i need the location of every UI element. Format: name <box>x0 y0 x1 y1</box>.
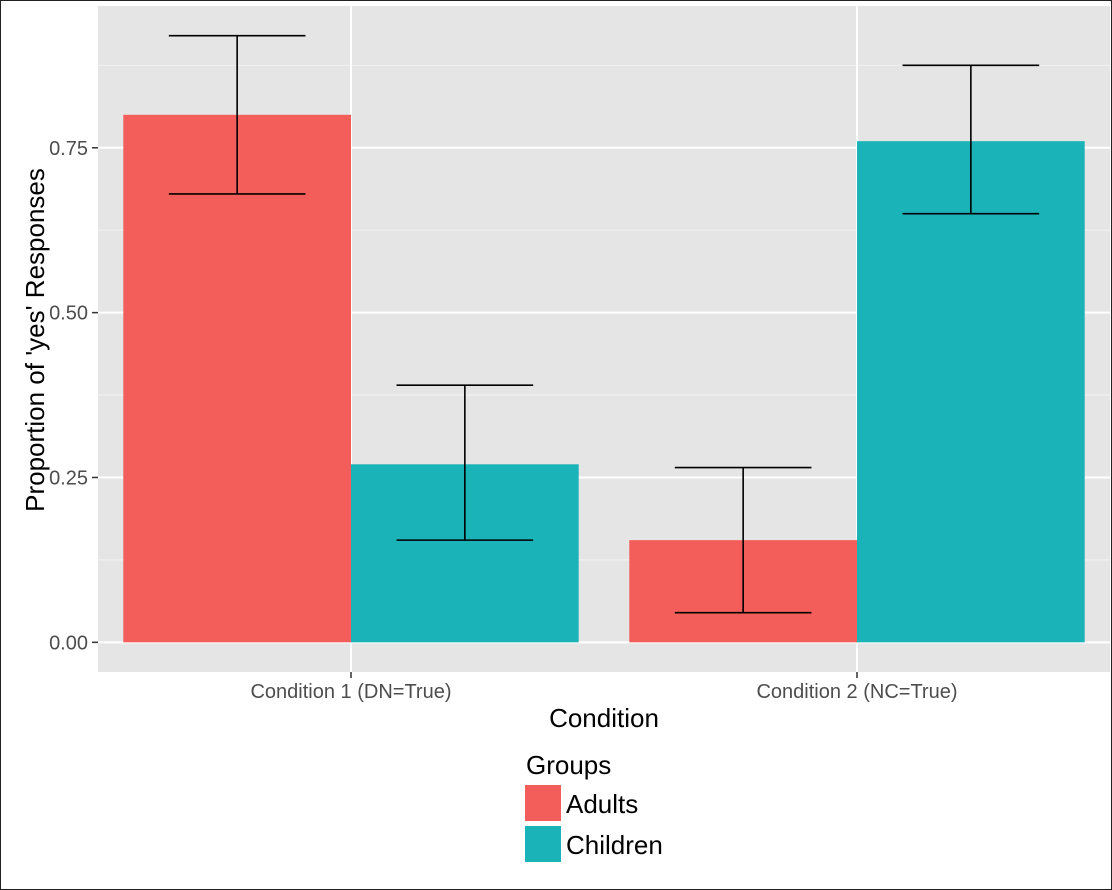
legend-key-adults <box>525 785 561 821</box>
y-tick-label: 0.75 <box>49 138 88 160</box>
x-tick-label: Condition 1 (DN=True) <box>250 681 451 703</box>
error-bars <box>168 34 1040 614</box>
legend: Groups Adults Children <box>525 750 663 862</box>
x-axis: Condition 1 (DN=True) Condition 2 (NC=Tru… <box>250 672 958 703</box>
y-axis: 0.00 0.25 0.50 0.75 <box>49 138 98 654</box>
y-axis-title: Proportion of 'yes' Responses <box>20 168 50 512</box>
y-tick-label: 0.50 <box>49 303 88 325</box>
y-tick-label: 0.25 <box>49 467 88 489</box>
x-tick-label: Condition 2 (NC=True) <box>756 681 957 703</box>
bar-children-2 <box>857 141 1085 643</box>
y-tick-label: 0.00 <box>49 632 88 654</box>
bar-adults-1 <box>123 114 351 643</box>
x-axis-title: Condition <box>549 703 659 733</box>
legend-key-children <box>525 826 561 862</box>
legend-label-adults: Adults <box>566 789 638 819</box>
legend-label-children: Children <box>566 830 663 860</box>
legend-title: Groups <box>526 750 611 780</box>
